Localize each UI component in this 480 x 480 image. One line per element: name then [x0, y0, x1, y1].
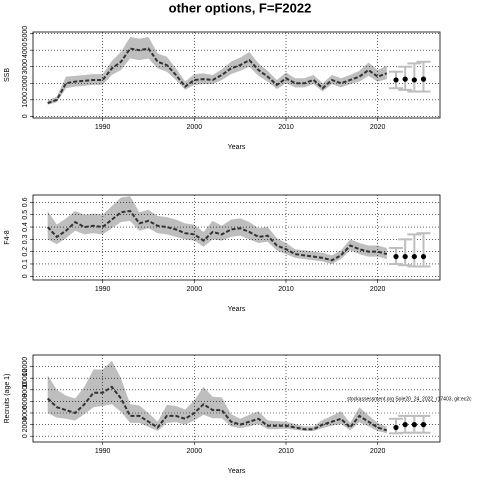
y-tick-label: 0: [22, 274, 29, 278]
y-tick-label: 0: [22, 114, 29, 118]
projection-point: [411, 253, 417, 260]
x-axis-label: Years: [228, 144, 246, 151]
y-tick-label: 2000: [22, 417, 29, 433]
chart-title: other options, F=F2022: [169, 0, 312, 15]
median-line: [46, 385, 388, 432]
plot-frame: [32, 31, 441, 119]
y-tick-label: 0: [22, 434, 29, 438]
y-tick-label: 12000: [22, 357, 29, 377]
x-tick-label: 2010: [278, 286, 294, 293]
y-tick-label: 4000: [22, 42, 29, 58]
plot-frame: [32, 354, 441, 443]
projection-point: [402, 253, 408, 260]
projection-point: [402, 422, 408, 428]
median-line: [47, 47, 388, 105]
projection-point: [420, 253, 427, 260]
y-tick-label: 0.4: [22, 222, 29, 232]
projection-point: [402, 76, 408, 82]
median-line: [46, 209, 388, 262]
x-tick-label: 2010: [278, 124, 294, 131]
y-axis-label: SSB: [4, 68, 11, 82]
annotation: stockassessment.org Sole20_24_2022_r1740…: [347, 396, 472, 402]
y-tick-label: 6000: [22, 394, 29, 410]
x-tick-label: 2020: [370, 448, 386, 455]
x-tick-label: 2000: [187, 286, 203, 293]
x-axis-label: Years: [228, 306, 246, 313]
y-axis-label: F4-8: [4, 230, 11, 245]
confidence-band: [47, 36, 387, 105]
y-tick-label: 2000: [22, 75, 29, 91]
projection-point: [393, 77, 399, 83]
x-tick-label: 1990: [95, 286, 111, 293]
y-tick-label: 0.3: [22, 234, 29, 244]
y-tick-label: 0.1: [22, 259, 29, 269]
x-axis-label: Years: [228, 468, 246, 475]
confidence-band: [47, 360, 387, 434]
y-tick-label: 8000: [22, 382, 29, 398]
y-tick-label: 3000: [22, 59, 29, 75]
x-tick-label: 2000: [187, 124, 203, 131]
x-tick-label: 1990: [95, 448, 111, 455]
x-tick-label: 2000: [187, 448, 203, 455]
x-tick-label: 2020: [370, 286, 386, 293]
y-tick-label: 0.5: [22, 210, 29, 220]
y-tick-label: 0.6: [22, 197, 29, 207]
y-tick-label: 4000: [22, 405, 29, 421]
projection-point: [411, 77, 417, 83]
confidence-band: [47, 196, 387, 264]
y-tick-label: 10000: [22, 368, 29, 388]
x-tick-label: 1990: [95, 124, 111, 131]
projection-point: [411, 422, 417, 428]
y-tick-label: 5000: [22, 26, 29, 42]
projection-point: [420, 422, 427, 428]
plot-frame: [32, 194, 441, 281]
x-tick-label: 2010: [278, 448, 294, 455]
y-tick-label: 1000: [22, 92, 29, 108]
projection-point: [393, 253, 399, 260]
projection-point: [420, 76, 427, 82]
y-axis-label: Recruits (age 1): [4, 374, 11, 424]
projection-point: [393, 424, 399, 431]
y-tick-label: 0.2: [22, 247, 29, 257]
x-tick-label: 2020: [370, 124, 386, 131]
